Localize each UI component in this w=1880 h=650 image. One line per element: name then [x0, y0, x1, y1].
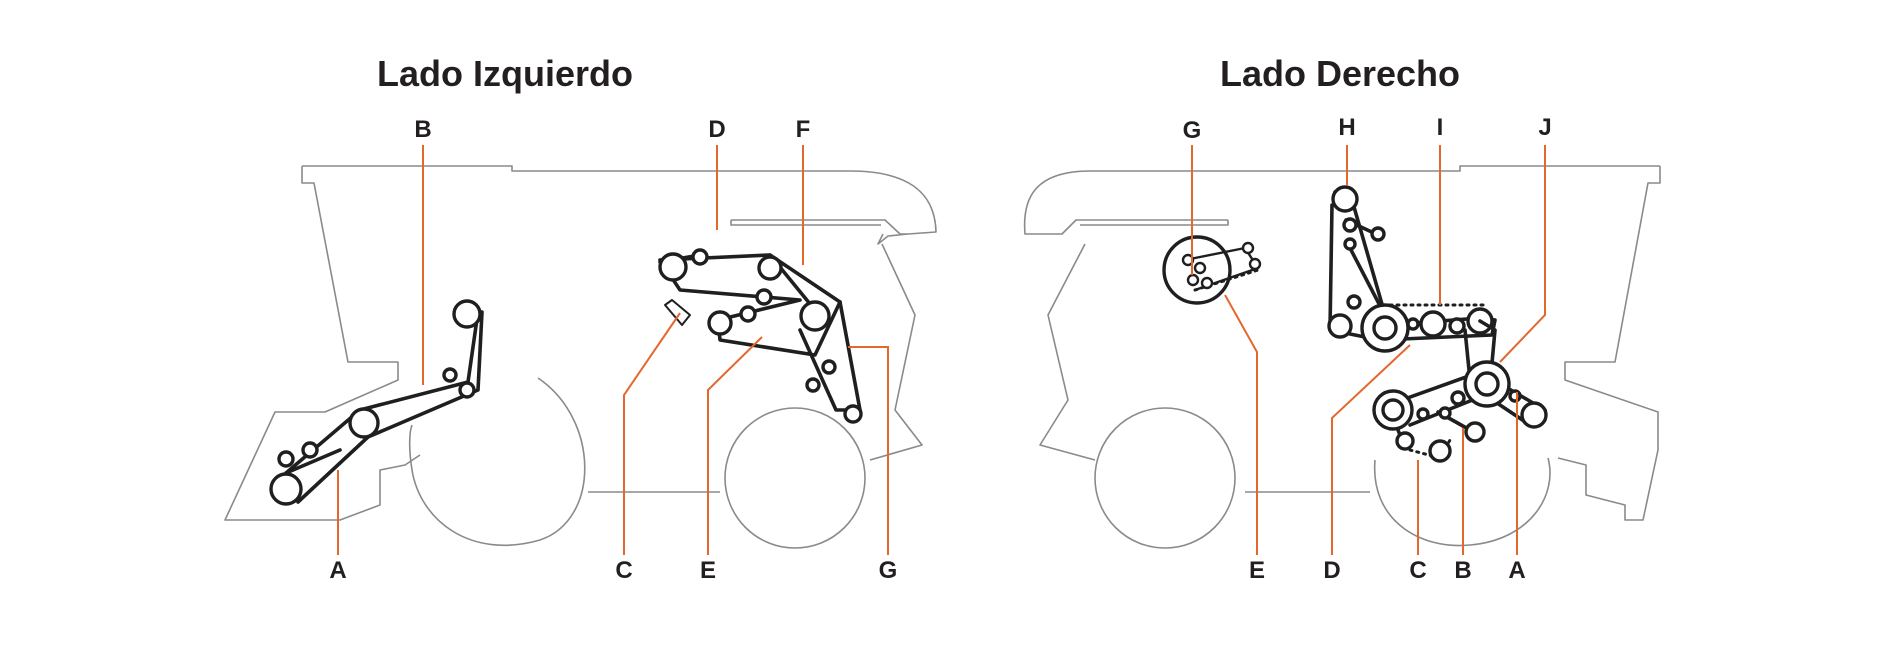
- right-pulley: [1372, 315, 1398, 341]
- right-label-d: D: [1323, 557, 1340, 584]
- right-pulley: [1419, 310, 1447, 338]
- left-pulley: [739, 305, 757, 323]
- right-pulley: [1342, 217, 1358, 233]
- left-label-g: G: [879, 557, 898, 584]
- right-label-j: J: [1538, 114, 1551, 141]
- right-belt-assembly-ge: [1162, 235, 1262, 305]
- right-pulley: [1200, 276, 1214, 290]
- right-pulley: [1370, 226, 1386, 242]
- left-label-e: E: [700, 557, 716, 584]
- right-label-c: C: [1409, 557, 1426, 584]
- right-pulley: [1331, 185, 1359, 213]
- left-label-a: A: [329, 557, 346, 584]
- left-machine-outline: [224, 165, 937, 549]
- right-label-a: A: [1508, 557, 1525, 584]
- left-pulley: [707, 310, 733, 336]
- right-pulley: [1241, 241, 1255, 255]
- right-pulley: [1508, 389, 1522, 403]
- right-pulley: [1248, 257, 1262, 271]
- left-leader-lines: [337, 145, 889, 555]
- right-side-diagram: Lado Derecho: [1023, 53, 1661, 584]
- left-label-d: D: [708, 116, 725, 143]
- right-label-b: B: [1454, 557, 1471, 584]
- left-side-diagram: Lado Izquierdo: [224, 53, 937, 584]
- right-label-g: G: [1183, 117, 1202, 144]
- left-pulley: [301, 441, 319, 459]
- left-pulley: [458, 381, 476, 399]
- right-pulley: [1520, 401, 1548, 429]
- left-label-b: B: [414, 116, 431, 143]
- left-pulley: [691, 248, 709, 266]
- left-side-title: Lado Izquierdo: [377, 53, 633, 94]
- left-pulley: [442, 367, 458, 383]
- right-label-e: E: [1249, 557, 1265, 584]
- right-machine-outline: [1023, 165, 1661, 549]
- right-pulley: [1381, 398, 1405, 422]
- right-pulley: [1327, 313, 1353, 339]
- left-belt-assembly-ab: [269, 299, 484, 506]
- right-pulley: [1428, 439, 1452, 463]
- right-belt-assembly-hid: [1327, 185, 1497, 353]
- right-pulley: [1346, 294, 1362, 310]
- left-pulley: [799, 300, 831, 332]
- left-pulley: [805, 377, 821, 393]
- right-pulley: [1450, 390, 1466, 406]
- left-pulley: [755, 288, 773, 306]
- left-pulley: [821, 359, 837, 375]
- left-pulley: [348, 407, 380, 439]
- left-pulley: [277, 450, 295, 468]
- left-pulley: [269, 472, 303, 506]
- right-labels: G H I J E D C B A: [1183, 114, 1552, 584]
- right-pulley: [1343, 237, 1357, 251]
- right-pulley: [1438, 406, 1452, 420]
- right-pulley: [1395, 431, 1415, 451]
- right-pulley: [1416, 407, 1430, 421]
- right-pulley: [1193, 261, 1207, 275]
- right-pulley: [1162, 235, 1232, 305]
- left-labels: B D F A C E G: [329, 116, 897, 584]
- left-pulley: [757, 255, 783, 281]
- right-leader-lines: [1191, 145, 1546, 555]
- right-label-h: H: [1338, 114, 1355, 141]
- left-pulley: [843, 404, 863, 424]
- right-pulley: [1448, 317, 1466, 335]
- left-pulley: [658, 252, 688, 282]
- right-side-title: Lado Derecho: [1220, 53, 1460, 94]
- left-belt-assembly-cdefg: [658, 248, 863, 424]
- right-pulley: [1474, 371, 1500, 397]
- right-label-i: I: [1437, 114, 1444, 141]
- right-pulley: [1464, 421, 1486, 443]
- right-pulley: [1406, 317, 1420, 331]
- left-label-c: C: [615, 557, 632, 584]
- left-pulley: [452, 299, 482, 329]
- left-label-f: F: [796, 116, 811, 143]
- right-belt-assembly-jabc: [1372, 319, 1548, 463]
- right-pulley: [1186, 273, 1200, 287]
